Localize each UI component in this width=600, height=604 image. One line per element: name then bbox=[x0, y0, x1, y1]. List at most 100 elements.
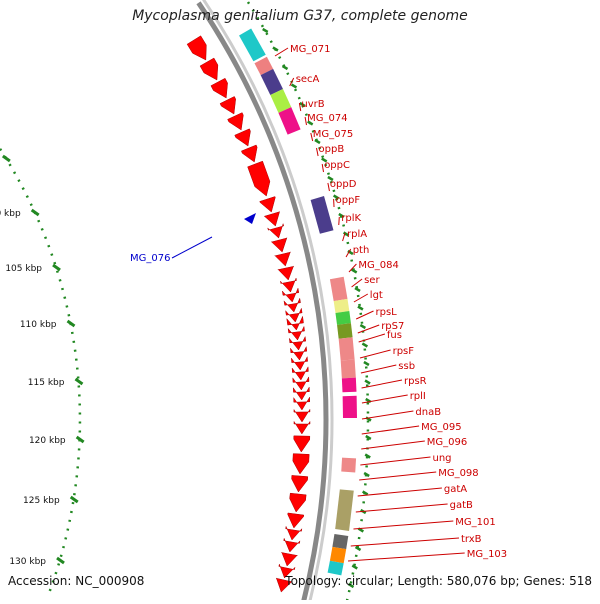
label-leader bbox=[358, 488, 442, 496]
outer-tick bbox=[352, 270, 357, 273]
cog-bar bbox=[239, 28, 266, 61]
outer-tick bbox=[365, 381, 370, 384]
ruler-label: 130 kbp bbox=[9, 557, 46, 567]
cog-bar bbox=[339, 337, 355, 360]
gene-label: gatB bbox=[450, 500, 473, 511]
label-leader bbox=[360, 457, 430, 465]
outer-tick bbox=[364, 362, 369, 365]
label-leader bbox=[353, 521, 453, 529]
gene-arrow bbox=[260, 197, 276, 212]
gene-label: trxB bbox=[461, 534, 482, 545]
gene-label: ssb bbox=[398, 361, 415, 372]
label-leader bbox=[361, 441, 425, 449]
gene-arrow bbox=[275, 252, 291, 266]
gene-label: rplK bbox=[341, 213, 361, 224]
inner-dotted-arc bbox=[0, 112, 80, 591]
label-leader bbox=[348, 553, 465, 561]
outer-tick bbox=[358, 307, 363, 310]
highlight-marker bbox=[244, 213, 256, 224]
cog-bar bbox=[332, 534, 348, 549]
gene-label: dnaB bbox=[415, 407, 441, 418]
cog-bar bbox=[341, 359, 356, 378]
outer-tick bbox=[283, 66, 288, 69]
gene-label: rplI bbox=[410, 391, 426, 402]
gene-label: MG_084 bbox=[358, 260, 398, 271]
gene-label: MG_103 bbox=[467, 549, 507, 560]
cog-bar bbox=[334, 299, 350, 313]
ruler-tick bbox=[75, 379, 82, 384]
ruler-tick bbox=[57, 558, 64, 563]
cog-bar bbox=[330, 547, 346, 563]
label-leader bbox=[361, 365, 396, 373]
gene-arrow bbox=[228, 113, 244, 130]
gene-label: rpsR bbox=[404, 376, 427, 387]
gene-label: gatA bbox=[444, 484, 467, 495]
gene-arrow bbox=[220, 96, 236, 114]
cog-bar bbox=[342, 378, 357, 393]
label-leader bbox=[359, 334, 385, 342]
outer-tick bbox=[362, 344, 367, 347]
label-leader bbox=[352, 279, 363, 287]
gene-arrow bbox=[241, 145, 257, 162]
gene-label: pth bbox=[353, 245, 370, 256]
gene-label: rpsL bbox=[376, 307, 398, 318]
gene-label: MG_101 bbox=[455, 517, 495, 528]
map-title: Mycoplasma genitalium G37, complete geno… bbox=[0, 8, 600, 24]
gene-label: rplA bbox=[347, 229, 367, 240]
outer-tick bbox=[356, 547, 361, 550]
gene-label: fus bbox=[387, 330, 402, 341]
gene-label: ung bbox=[433, 453, 452, 464]
outer-tick bbox=[315, 140, 320, 143]
gene-arrow bbox=[200, 58, 218, 80]
ruler-label: 110 kbp bbox=[20, 320, 57, 330]
label-leader bbox=[356, 311, 373, 319]
gene-arrow bbox=[278, 266, 294, 280]
gene-arrow bbox=[248, 161, 270, 196]
gene-label: uvrB bbox=[301, 99, 324, 110]
label-leader bbox=[343, 233, 345, 241]
outer-tick bbox=[273, 48, 278, 51]
outer-tick bbox=[263, 29, 268, 32]
cog-bar bbox=[337, 323, 353, 339]
gene-arrow bbox=[293, 454, 309, 474]
gene-arrow bbox=[294, 436, 310, 452]
label-leader bbox=[356, 504, 448, 512]
gene-arrow bbox=[294, 409, 310, 422]
ruler-tick bbox=[68, 321, 75, 326]
gene-label: rpsF bbox=[393, 346, 415, 357]
label-leader bbox=[362, 426, 419, 434]
outer-tick bbox=[360, 325, 365, 328]
outer-tick bbox=[355, 288, 360, 291]
gene-label: MG_095 bbox=[421, 422, 461, 433]
ruler-label: 115 kbp bbox=[28, 378, 65, 388]
gene-label: lgt bbox=[370, 290, 383, 301]
ruler-label: 125 kbp bbox=[23, 496, 60, 506]
label-leader bbox=[351, 538, 459, 546]
gene-arrow bbox=[290, 493, 306, 512]
gene-arrow bbox=[288, 513, 304, 528]
ruler-tick bbox=[3, 156, 10, 161]
gene-label: MG_096 bbox=[427, 437, 467, 448]
highlight-gene-label: MG_076 bbox=[130, 253, 170, 264]
cog-bar bbox=[311, 196, 334, 234]
highlight-leader bbox=[172, 237, 212, 258]
gene-label: MG_098 bbox=[438, 468, 478, 479]
accession-label: Accession: NC_000908 bbox=[8, 574, 144, 588]
gene-label: oppB bbox=[319, 144, 345, 155]
label-leader bbox=[339, 217, 340, 225]
gene-arrow bbox=[294, 421, 310, 434]
gene-label: MG_074 bbox=[307, 113, 347, 124]
cog-bar bbox=[341, 458, 356, 473]
gene-arrow bbox=[286, 526, 302, 540]
gene-label: MG_075 bbox=[313, 129, 353, 140]
cog-bar bbox=[343, 396, 357, 418]
ruler-label: 100 kbp bbox=[0, 209, 21, 219]
outer-tick bbox=[352, 566, 357, 569]
label-leader bbox=[362, 395, 408, 403]
label-leader bbox=[362, 411, 413, 419]
gene-arrow bbox=[284, 538, 300, 552]
topology-label: Topology: circular; Length: 580,076 bp; … bbox=[285, 574, 592, 588]
cog-bar bbox=[335, 311, 350, 325]
